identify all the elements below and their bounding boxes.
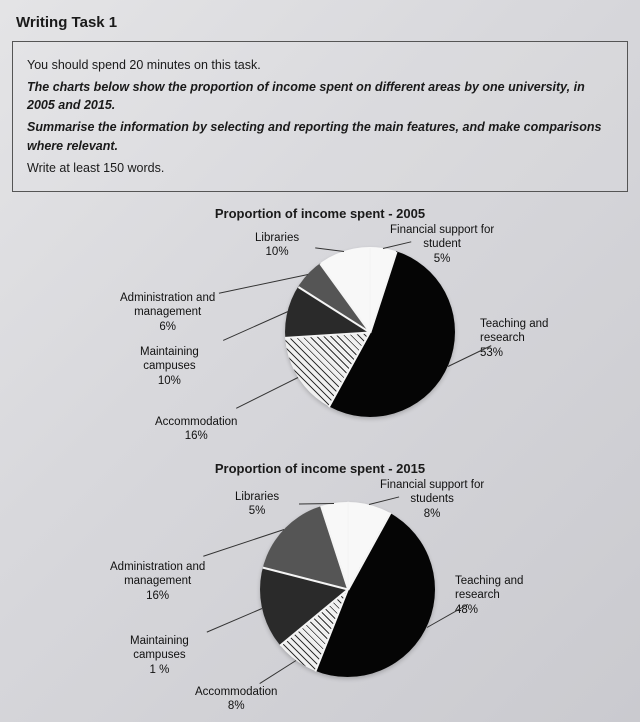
pie-label: Financial support forstudents8% — [380, 478, 484, 521]
task-title: Writing Task 1 — [16, 14, 628, 31]
instr-line-4: Write at least 150 words. — [27, 159, 613, 177]
pie-label: Libraries10% — [255, 231, 299, 260]
pie-label: Teaching andresearch53% — [480, 317, 548, 360]
leader-line — [236, 377, 298, 409]
leader-line — [207, 608, 263, 633]
chart-2015: Proportion of income spent - 2015 Financ… — [12, 461, 628, 712]
leader-line — [314, 247, 343, 252]
pie-chart — [260, 502, 435, 677]
instr-line-1: You should spend 20 minutes on this task… — [27, 56, 613, 74]
instr-line-2: The charts below show the proportion of … — [27, 78, 613, 114]
pie-label: Maintainingcampuses10% — [140, 345, 199, 388]
chart-2005-area: Financial support forstudent5%Teaching a… — [60, 227, 580, 447]
leader-line — [259, 660, 296, 684]
pie-label: Maintainingcampuses1 % — [130, 634, 189, 677]
pie-label: Accommodation8% — [195, 685, 277, 714]
chart-2015-title: Proportion of income spent - 2015 — [12, 461, 628, 476]
chart-2015-area: Financial support forstudents8%Teaching … — [60, 482, 580, 712]
pie-divider — [347, 503, 349, 591]
chart-2005: Proportion of income spent - 2005 Financ… — [12, 206, 628, 447]
leader-line — [223, 311, 288, 341]
instruction-box: You should spend 20 minutes on this task… — [12, 41, 628, 192]
pie-label: Libraries5% — [235, 490, 279, 519]
pie-chart — [285, 247, 455, 417]
pie-label: Teaching andresearch48% — [455, 574, 523, 617]
pie-divider — [369, 248, 371, 333]
instr-line-3: Summarise the information by selecting a… — [27, 118, 613, 154]
pie-label: Accommodation16% — [155, 415, 237, 444]
pie-label: Financial support forstudent5% — [390, 223, 494, 266]
pie-label: Administration andmanagement6% — [120, 291, 215, 334]
pie-label: Administration andmanagement16% — [110, 560, 205, 603]
chart-2005-title: Proportion of income spent - 2005 — [12, 206, 628, 221]
page: Writing Task 1 You should spend 20 minut… — [0, 0, 640, 722]
